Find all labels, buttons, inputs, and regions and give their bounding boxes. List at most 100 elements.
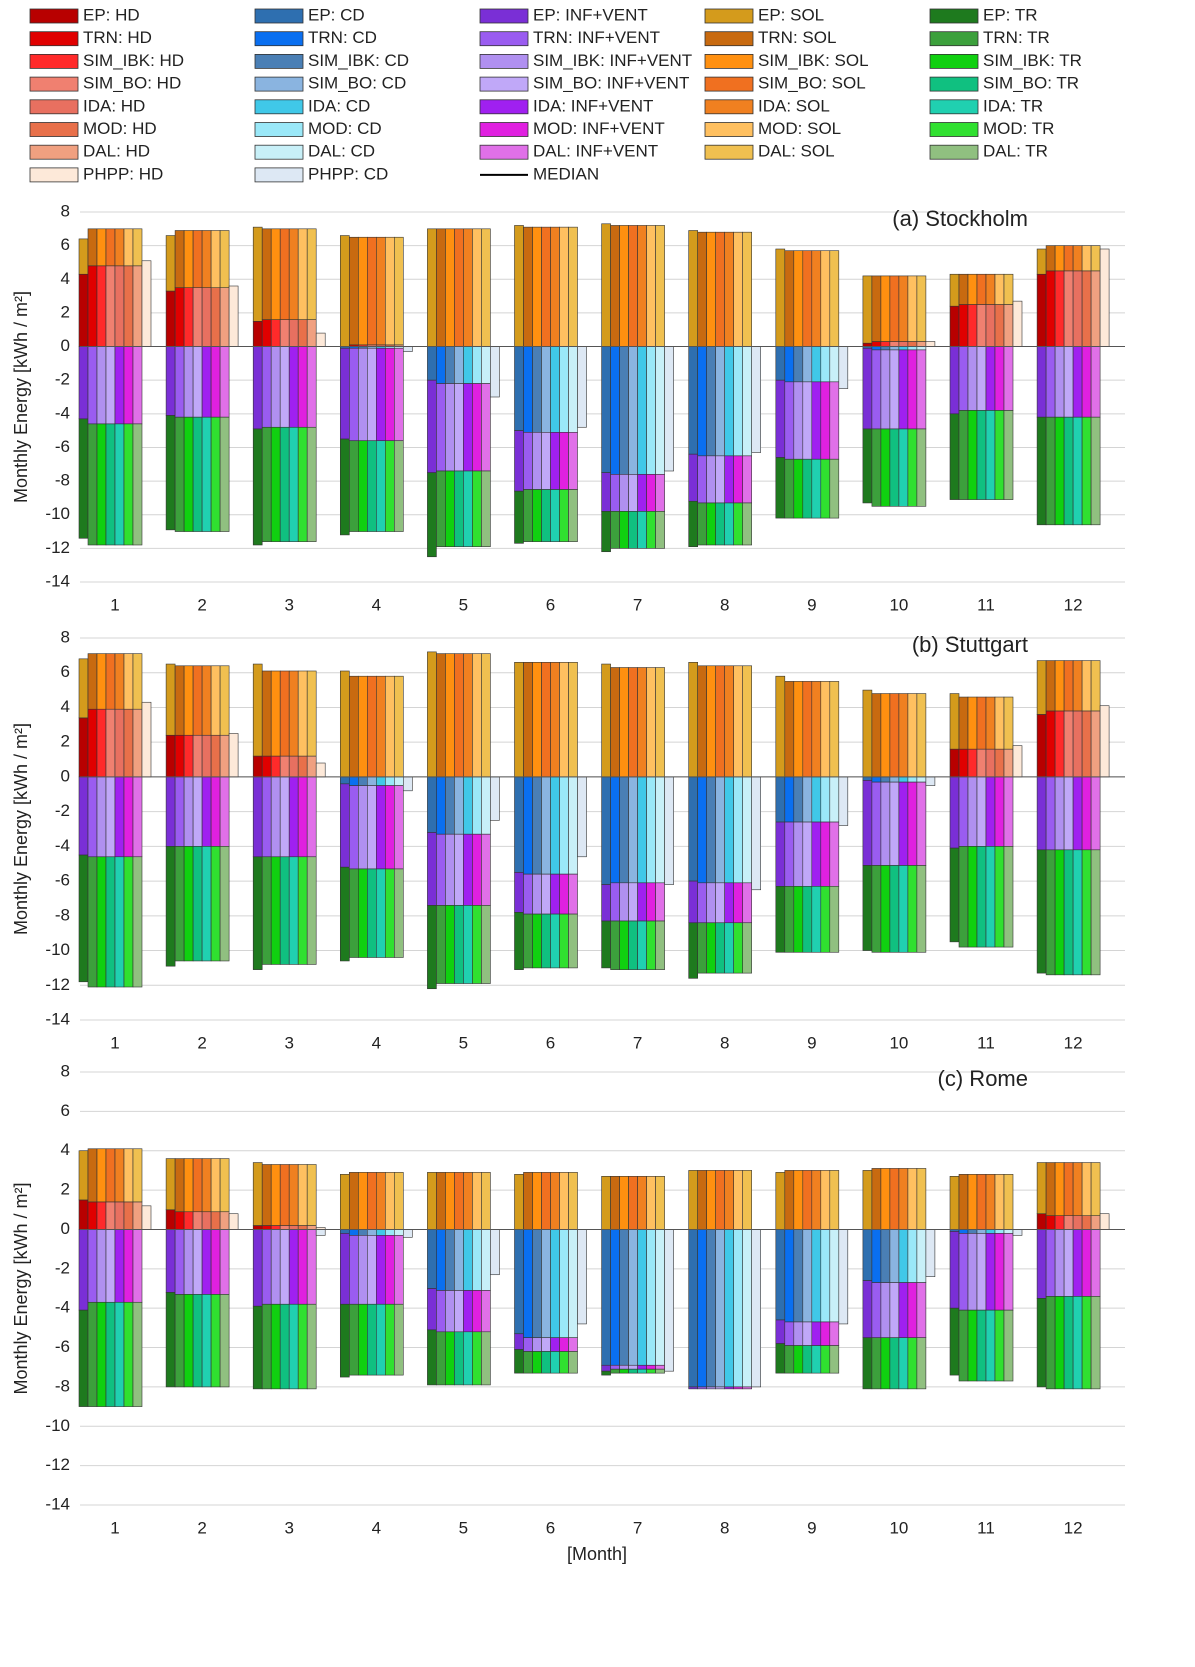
bar-segment	[210, 346, 221, 418]
bar-segment	[820, 458, 831, 519]
bar-segment	[688, 346, 699, 455]
legend-swatch	[479, 31, 529, 47]
bar-segment	[270, 776, 281, 858]
bar-segment	[375, 1172, 386, 1230]
bar-segment	[724, 1229, 735, 1388]
bar-segment	[96, 423, 107, 546]
bar-segment	[183, 1229, 194, 1295]
bar-segment	[514, 912, 524, 970]
bar-segment	[898, 1337, 909, 1390]
bar-segment	[436, 1172, 446, 1230]
bar-segment	[427, 905, 437, 990]
bar-segment	[210, 1158, 221, 1213]
legend-label: MOD: SOL	[758, 119, 841, 138]
chart-title: (c) Rome	[938, 1066, 1028, 1091]
bar-segment	[619, 882, 629, 922]
x-tick-label: 6	[546, 1518, 555, 1537]
bar-segment	[375, 785, 386, 870]
bar-segment	[192, 1229, 203, 1295]
y-tick-label: 0	[61, 336, 70, 355]
bar-segment	[472, 1290, 482, 1333]
bar-segment	[523, 913, 533, 969]
bar-segment	[880, 865, 891, 953]
bar-segment	[706, 776, 717, 884]
bar-segment	[357, 347, 368, 442]
x-tick-label: 6	[546, 595, 555, 614]
bar-segment	[637, 882, 647, 922]
bar-segment	[742, 1386, 753, 1390]
bar-segment	[463, 905, 473, 984]
y-tick-label: 6	[61, 662, 70, 681]
bar-segment	[742, 1229, 753, 1388]
x-tick-label: 7	[633, 1518, 642, 1537]
bar-segment	[619, 474, 629, 512]
bar-segment	[87, 653, 98, 710]
legend-label: MOD: INF+VENT	[533, 119, 665, 138]
bar-segment	[228, 733, 239, 778]
bar-segment	[559, 873, 569, 915]
bar-segment	[454, 228, 464, 347]
bar-segment	[87, 346, 98, 425]
bar-segment	[105, 708, 116, 778]
bar-segment	[880, 349, 891, 430]
bar-segment	[219, 776, 230, 847]
bar-segment	[1090, 1229, 1101, 1297]
bar-segment	[568, 776, 578, 875]
bar-segment	[724, 882, 735, 924]
x-tick-label: 4	[372, 595, 381, 614]
x-tick-label: 5	[459, 1033, 468, 1052]
bar-segment	[1012, 300, 1023, 347]
bar-segment	[165, 290, 176, 347]
bar-segment	[637, 225, 647, 347]
bar-segment	[925, 1229, 936, 1277]
bar-segment	[366, 440, 377, 532]
bar-segment	[366, 1303, 377, 1376]
bar-segment	[655, 511, 665, 549]
bar-segment	[252, 1225, 263, 1230]
bar-segment	[87, 856, 98, 988]
bar-segment	[793, 885, 804, 953]
bar-segment	[463, 833, 473, 906]
bar-segment	[366, 1235, 377, 1305]
bar-segment	[348, 1229, 359, 1236]
bar-segment	[183, 665, 194, 736]
bar-segment	[916, 1229, 927, 1283]
legend-label: MOD: HD	[83, 119, 157, 138]
bar-segment	[733, 665, 744, 778]
bar-segment	[550, 662, 560, 778]
bar-segment	[1054, 849, 1065, 976]
bar-segment	[577, 1229, 587, 1325]
bar-segment	[550, 1172, 560, 1230]
bar-segment	[949, 1231, 960, 1309]
bar-segment	[261, 1303, 272, 1390]
bar-segment	[664, 346, 674, 472]
legend-swatch	[254, 167, 304, 183]
bar-segment	[775, 1319, 786, 1344]
bar-segment	[811, 381, 822, 460]
bar-segment	[958, 410, 969, 500]
bar-segment	[306, 1164, 317, 1226]
bar-segment	[1003, 304, 1014, 347]
bar-segment	[568, 346, 578, 433]
legend-label: SIM_IBK: SOL	[758, 51, 869, 70]
bar-segment	[958, 346, 969, 411]
bar-segment	[907, 781, 918, 866]
bar-segment	[87, 1229, 98, 1303]
bar-segment	[183, 346, 194, 418]
bar-segment	[445, 905, 455, 984]
bar-segment	[123, 856, 134, 988]
bar-segment	[655, 882, 665, 922]
bar-segment	[601, 1176, 611, 1230]
bar-segment	[123, 1301, 134, 1407]
bar-segment	[916, 776, 927, 783]
bar-segment	[445, 1290, 455, 1333]
y-tick-label: 4	[61, 697, 70, 716]
y-tick-label: 8	[61, 627, 70, 646]
bar-segment	[288, 228, 299, 320]
bar-segment	[279, 426, 290, 542]
bar-segment	[1072, 849, 1083, 976]
legend-swatch	[929, 31, 979, 47]
bar-segment	[1054, 416, 1065, 526]
bar-segment	[219, 1294, 230, 1388]
bar-segment	[288, 426, 299, 542]
